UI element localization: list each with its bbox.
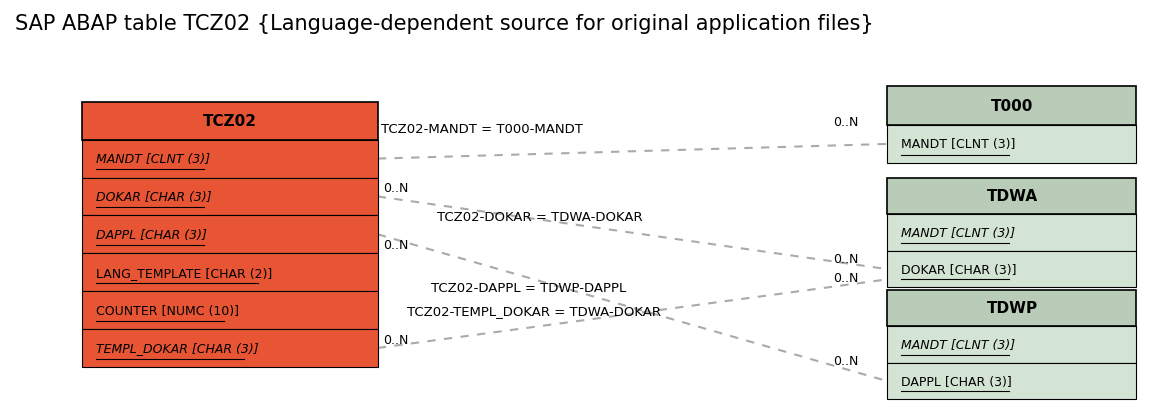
Text: 0..N: 0..N — [834, 271, 858, 284]
Text: TDWP: TDWP — [987, 301, 1038, 316]
Bar — [82, 178, 377, 216]
Text: DAPPL [CHAR (3)]: DAPPL [CHAR (3)] — [901, 375, 1012, 388]
Text: 0..N: 0..N — [383, 238, 409, 251]
Bar — [887, 363, 1137, 400]
Bar — [82, 329, 377, 367]
Text: SAP ABAP table TCZ02 {Language-dependent source for original application files}: SAP ABAP table TCZ02 {Language-dependent… — [15, 13, 874, 34]
Bar — [887, 251, 1137, 288]
Text: MANDT [CLNT (3)]: MANDT [CLNT (3)] — [901, 338, 1016, 351]
Bar — [82, 140, 377, 178]
Text: TCZ02-DAPPL = TDWP-DAPPL: TCZ02-DAPPL = TDWP-DAPPL — [431, 281, 626, 294]
Text: DOKAR [CHAR (3)]: DOKAR [CHAR (3)] — [96, 191, 212, 203]
Text: 0..N: 0..N — [383, 333, 409, 346]
Text: COUNTER [NUMC (10)]: COUNTER [NUMC (10)] — [96, 304, 239, 317]
Text: MANDT [CLNT (3)]: MANDT [CLNT (3)] — [901, 227, 1016, 239]
Text: DAPPL [CHAR (3)]: DAPPL [CHAR (3)] — [96, 228, 207, 241]
Bar — [887, 178, 1137, 215]
Text: T000: T000 — [990, 99, 1033, 113]
Text: MANDT [CLNT (3)]: MANDT [CLNT (3)] — [96, 153, 210, 166]
Text: 0..N: 0..N — [834, 116, 858, 129]
Bar — [887, 290, 1137, 326]
Bar — [887, 87, 1137, 125]
Text: LANG_TEMPLATE [CHAR (2)]: LANG_TEMPLATE [CHAR (2)] — [96, 266, 273, 279]
Text: TCZ02: TCZ02 — [203, 114, 257, 129]
Bar — [82, 292, 377, 329]
Bar — [82, 103, 377, 140]
Bar — [887, 326, 1137, 363]
Text: 0..N: 0..N — [834, 355, 858, 367]
Text: 0..N: 0..N — [383, 182, 409, 195]
Bar — [887, 215, 1137, 251]
Text: TCZ02-DOKAR = TDWA-DOKAR: TCZ02-DOKAR = TDWA-DOKAR — [438, 211, 643, 223]
Bar — [82, 216, 377, 254]
Text: TDWA: TDWA — [987, 189, 1038, 204]
Text: MANDT [CLNT (3)]: MANDT [CLNT (3)] — [901, 138, 1016, 151]
Text: 0..N: 0..N — [834, 253, 858, 266]
Bar — [887, 125, 1137, 164]
Text: TEMPL_DOKAR [CHAR (3)]: TEMPL_DOKAR [CHAR (3)] — [96, 342, 259, 355]
Text: TCZ02-TEMPL_DOKAR = TDWA-DOKAR: TCZ02-TEMPL_DOKAR = TDWA-DOKAR — [408, 304, 661, 317]
Text: DOKAR [CHAR (3)]: DOKAR [CHAR (3)] — [901, 263, 1017, 276]
Text: TCZ02-MANDT = T000-MANDT: TCZ02-MANDT = T000-MANDT — [381, 123, 583, 136]
Bar — [82, 254, 377, 292]
